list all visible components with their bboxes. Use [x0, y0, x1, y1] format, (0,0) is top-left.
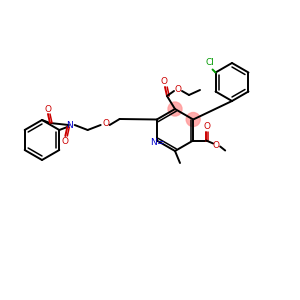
Text: O: O [44, 104, 52, 113]
Text: =: = [156, 138, 164, 147]
Text: O: O [175, 85, 182, 94]
Circle shape [186, 112, 200, 127]
Text: O: O [160, 77, 167, 86]
Text: O: O [204, 122, 211, 131]
Text: O: O [102, 119, 109, 128]
Text: Cl: Cl [205, 58, 214, 67]
Circle shape [168, 102, 182, 116]
Text: N: N [66, 121, 73, 130]
Text: O: O [213, 141, 220, 150]
Text: N: N [150, 138, 157, 147]
Text: O: O [62, 136, 69, 146]
